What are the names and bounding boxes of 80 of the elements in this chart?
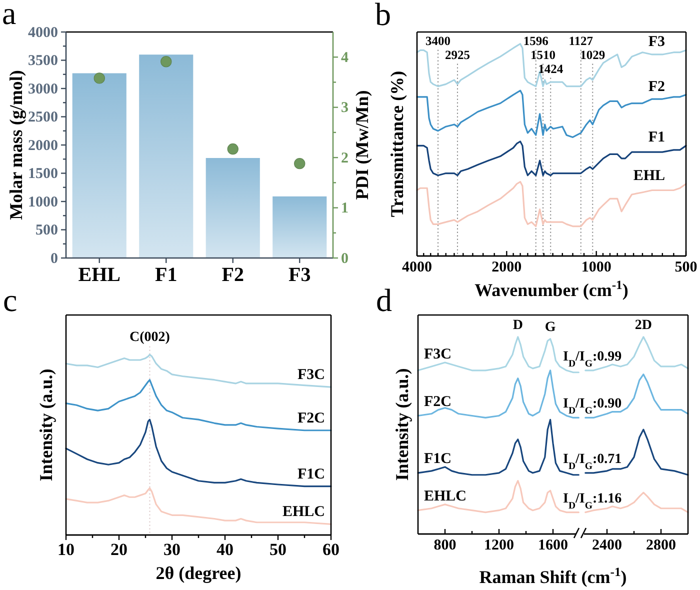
chart-title: d [376, 282, 392, 318]
y-tick-label: 3500 [28, 53, 58, 70]
x-axis-title: Raman Shift (cm$^{-1}$) [479, 565, 627, 587]
bar [72, 73, 126, 258]
bar [272, 196, 327, 258]
ref-line-label: 2925 [444, 48, 470, 62]
series-label: EHL [633, 168, 665, 184]
annotation: I$_{D}$/I$_{G}$:0.71 [563, 452, 622, 472]
series-label: F1C [298, 466, 325, 482]
annotation: D [512, 318, 523, 333]
bar [206, 158, 260, 258]
ref-line-label: 1127 [568, 34, 594, 48]
annotation: G [544, 320, 556, 335]
series-label: F3 [648, 34, 665, 50]
chart-title: a [2, 0, 16, 31]
y-axis-title: Transmittance (%) [387, 70, 407, 218]
y-tick-label: 1000 [28, 194, 58, 210]
x-tick-label: 1000 [581, 260, 612, 276]
y2-tick-label: 4 [341, 50, 349, 66]
ref-line-label: 1029 [580, 48, 606, 62]
x-tick-label: F3 [288, 264, 311, 286]
y2-tick-label: 1 [341, 200, 348, 217]
x-tick-label: 500 [674, 260, 698, 276]
series-label: F1C [424, 450, 452, 467]
annotation: I$_{D}$/I$_{G}$:0.99 [563, 349, 622, 369]
x-tick-label: 800 [434, 538, 456, 554]
series-label: EHLC [282, 504, 325, 520]
y2-axis-title: PDI (Mw/Mn) [352, 90, 372, 200]
ref-line-label: 1510 [530, 48, 556, 62]
x-tick-label: EHL [78, 264, 120, 286]
y-tick-label: 2000 [28, 138, 58, 154]
chart-title: c [3, 282, 18, 318]
annotation: I$_{D}$/I$_{G}$:0.90 [563, 396, 622, 416]
x-tick-label: 2000 [492, 260, 522, 276]
series-label: F3C [298, 367, 325, 384]
series-label: F2C [424, 394, 452, 410]
annotation: 2D [634, 318, 652, 333]
point [160, 56, 172, 68]
y-tick-label: 2500 [28, 110, 58, 126]
ref-line-label: 1596 [523, 34, 548, 48]
y-axis-title: Molar mass (g/mol) [6, 70, 26, 220]
series-label: F2 [648, 78, 665, 95]
x-tick-label: 30 [164, 540, 180, 560]
y-tick-label: 0 [50, 250, 58, 267]
x-tick-label: F1 [155, 264, 178, 286]
y-tick-label: 1500 [28, 166, 58, 182]
series-label: F2C [298, 410, 325, 426]
x-tick-label: 60 [322, 540, 340, 560]
x-tick-label: 50 [270, 540, 286, 560]
ref-line-label: C(002) [130, 330, 170, 345]
y-tick-label: 4000 [28, 24, 58, 41]
point [94, 72, 105, 84]
series-label: F3C [424, 346, 452, 362]
x-axis-title: Wavenumber (cm$^{-1}$) [474, 278, 628, 300]
point [294, 158, 306, 170]
x-axis-title: 2θ (degree) [156, 563, 242, 583]
y2-tick-label: 2 [341, 150, 348, 166]
y2-tick-label: 3 [341, 100, 348, 116]
x-tick-label: 1200 [484, 538, 514, 554]
x-tick-label: 40 [216, 540, 234, 560]
y-tick-label: 500 [36, 222, 58, 239]
bar [139, 54, 194, 258]
chart-title: b [375, 0, 391, 32]
y-axis-title: Intensity (a.u.) [36, 368, 56, 482]
ref-line-label: 1424 [538, 62, 564, 76]
series-label: F1 [648, 130, 665, 146]
y-tick-label: 3000 [28, 81, 58, 98]
point [227, 143, 238, 155]
x-tick-label: F2 [222, 264, 244, 286]
ref-line-label: 3400 [426, 34, 451, 48]
x-tick-label: 2400 [592, 538, 622, 554]
x-tick-label: 10 [58, 540, 74, 560]
x-tick-label: 1600 [538, 538, 568, 554]
y2-tick-label: 0 [341, 250, 348, 267]
series-label: EHLC [424, 488, 467, 504]
annotation: I$_{D}$/I$_{G}$:1.16 [563, 491, 622, 511]
x-tick-label: 20 [110, 540, 128, 560]
x-tick-label: 2800 [646, 538, 676, 554]
y-axis-title: Intensity (a.u.) [392, 368, 412, 481]
x-tick-label: 4000 [402, 260, 432, 276]
